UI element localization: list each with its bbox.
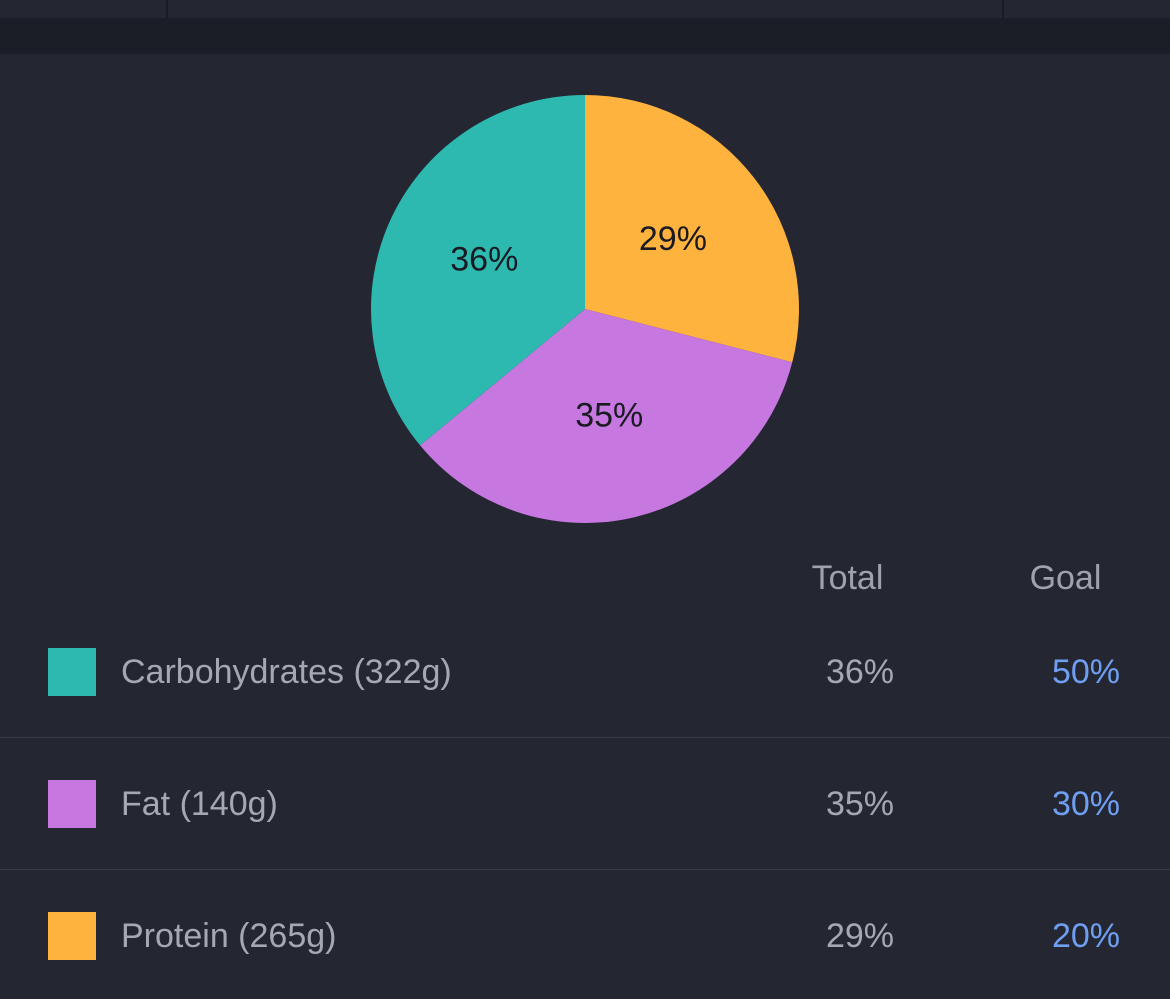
carbohydrates-total: 36% bbox=[825, 653, 895, 691]
goal-column-header: Goal bbox=[1029, 559, 1102, 597]
fat-label: Fat (140g) bbox=[121, 785, 278, 823]
macros-pie-chart-container: 29% 35% 36% bbox=[0, 54, 1170, 544]
macros-pie-chart: 29% 35% 36% bbox=[371, 95, 799, 523]
macro-row-carbohydrates[interactable]: Carbohydrates (322g) 36% 50% bbox=[0, 606, 1170, 738]
carbohydrates-goal[interactable]: 50% bbox=[1051, 653, 1120, 691]
pie-label-carbohydrates: 36% bbox=[450, 241, 518, 279]
pie-label-fat: 35% bbox=[575, 397, 643, 435]
fat-total: 35% bbox=[825, 785, 895, 823]
tab-divider bbox=[1002, 0, 1004, 18]
protein-color-swatch bbox=[48, 912, 96, 960]
protein-goal[interactable]: 20% bbox=[1051, 917, 1120, 955]
carbohydrates-color-swatch bbox=[48, 648, 96, 696]
fat-color-swatch bbox=[48, 780, 96, 828]
header-band bbox=[0, 18, 1170, 54]
pie-slice-protein[interactable] bbox=[585, 95, 799, 363]
total-column-header: Total bbox=[811, 559, 884, 597]
pie-slice-fat[interactable] bbox=[420, 309, 793, 523]
macro-row-protein[interactable]: Protein (265g) 29% 20% bbox=[0, 870, 1170, 999]
protein-label: Protein (265g) bbox=[121, 917, 337, 955]
row-divider bbox=[0, 737, 1170, 738]
protein-total: 29% bbox=[825, 917, 895, 955]
pie-slice-carbohydrates[interactable] bbox=[371, 95, 585, 446]
tab-divider bbox=[166, 0, 168, 18]
top-tab-strip bbox=[0, 0, 1170, 18]
fat-goal[interactable]: 30% bbox=[1051, 785, 1120, 823]
row-divider bbox=[0, 869, 1170, 870]
macro-row-fat[interactable]: Fat (140g) 35% 30% bbox=[0, 738, 1170, 870]
carbohydrates-label: Carbohydrates (322g) bbox=[121, 653, 452, 691]
pie-label-protein: 29% bbox=[639, 220, 707, 258]
